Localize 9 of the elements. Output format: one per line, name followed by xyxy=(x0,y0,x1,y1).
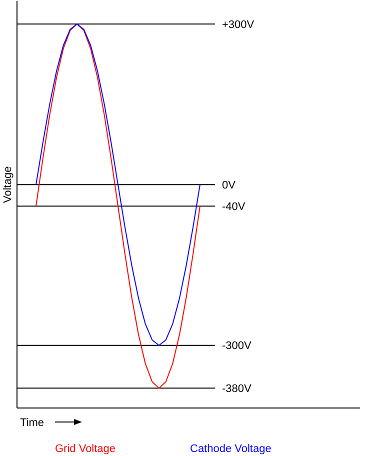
y-tick-label: +300V xyxy=(222,18,255,31)
y-tick-label: -380V xyxy=(222,383,252,396)
x-axis-title: Time xyxy=(20,417,44,429)
text: Cathode Voltage xyxy=(190,443,272,455)
y-axis-title: Voltage xyxy=(2,166,14,204)
y-tick-label: 0V xyxy=(222,180,236,192)
y-tick-label: -300V xyxy=(222,340,252,352)
y-tick-label: -40V xyxy=(222,200,246,213)
text: Grid Voltage xyxy=(55,443,116,455)
